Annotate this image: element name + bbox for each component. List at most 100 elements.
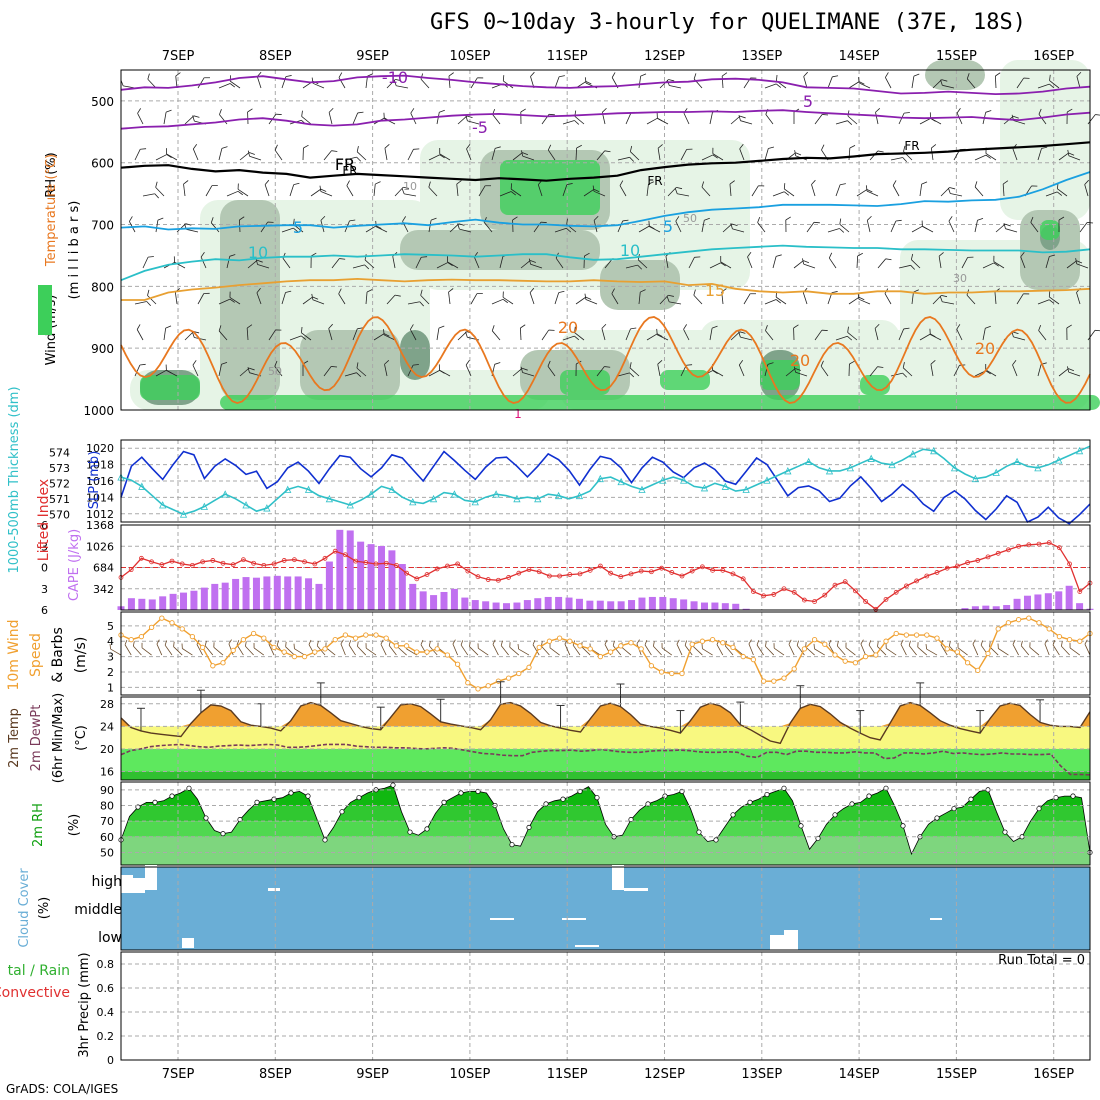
- cape-bar: [1065, 585, 1073, 610]
- wind-barb-shaft: [684, 645, 693, 656]
- wind-barb-shaft: [459, 228, 472, 233]
- thickness-marker: [930, 446, 938, 455]
- wind-barb-shaft: [848, 296, 860, 305]
- wind-barb: [436, 109, 445, 125]
- wind-barb-flag: [1020, 640, 1023, 646]
- wind-barb: [858, 77, 871, 89]
- wind-barb: [1087, 114, 1100, 125]
- wind-barb-flag: [502, 75, 505, 81]
- wind-barb-flag: [229, 83, 236, 88]
- wind-barb-flag: [566, 227, 572, 233]
- wind-barb-flag: [776, 83, 782, 88]
- wind-barb-shaft: [890, 372, 903, 377]
- wind-barb-flag: [460, 640, 464, 646]
- wind-barb: [352, 327, 364, 341]
- cape-bar: [721, 603, 729, 610]
- wind-barb-flag: [592, 185, 595, 192]
- wind-barb-flag: [828, 252, 833, 259]
- slp-line: [120, 450, 1091, 525]
- wind-speed-marker: [791, 666, 797, 672]
- wind-barb-flag: [530, 71, 535, 77]
- wind-barb: [756, 640, 764, 656]
- wind-barb-flag: [661, 642, 663, 648]
- panel-frame: [120, 524, 1091, 611]
- wind-barb-shaft: [585, 299, 598, 305]
- wind-barb: [738, 331, 753, 341]
- wind-barb-flag: [320, 215, 326, 221]
- rh-marker: [832, 812, 838, 818]
- wind-barb-shaft: [919, 118, 931, 125]
- wind-barb: [509, 642, 520, 656]
- li-marker: [638, 568, 644, 574]
- wind-barb-flag: [775, 254, 782, 257]
- wind-barb-shaft: [875, 112, 879, 125]
- wind-barb: [554, 290, 565, 305]
- date-tick-label: 13SEP: [741, 1067, 782, 1082]
- wind-barb-shaft: [239, 367, 250, 377]
- wind-barb-shaft: [537, 184, 543, 197]
- wind-barb: [827, 228, 845, 233]
- wind-barb-flag: [356, 156, 362, 162]
- wind-barb-flag: [420, 289, 423, 296]
- wind-barb: [869, 366, 884, 377]
- wind-barb-shaft: [163, 112, 167, 125]
- thickness-marker: [638, 485, 646, 493]
- wind-speed-marker: [985, 650, 991, 657]
- wind-barb: [541, 329, 555, 341]
- cape-bar: [1055, 591, 1063, 610]
- wind-barb: [617, 372, 635, 378]
- wind-barb: [562, 120, 580, 125]
- wind-barb-shaft: [617, 220, 624, 233]
- wind-barb-shaft: [478, 647, 489, 656]
- wind-speed-marker: [618, 643, 624, 649]
- wind-barb-shaft: [491, 330, 501, 341]
- wind-barb-shaft: [803, 76, 808, 89]
- li-marker: [985, 554, 991, 560]
- li-marker: [189, 562, 195, 568]
- wind-barb-flag: [885, 72, 889, 78]
- wind-barb-shaft: [447, 261, 459, 269]
- wind-barb-shaft: [147, 78, 157, 89]
- wind-barb-shaft: [583, 188, 595, 197]
- wind-barb: [667, 186, 683, 197]
- cape-bar: [232, 578, 240, 610]
- wind-speed-marker: [597, 653, 604, 660]
- wind-barb-flag: [155, 181, 158, 188]
- wind-barb: [989, 641, 999, 656]
- wind-barb-shaft: [1016, 293, 1024, 305]
- isotherm-label: 5: [803, 92, 813, 111]
- wind-barb-flag: [246, 324, 253, 329]
- wind-barb-flag: [977, 217, 984, 221]
- wind-barb-shaft: [237, 188, 249, 197]
- wind-barb: [281, 227, 299, 233]
- wind-barb-flag: [1038, 324, 1042, 331]
- wind-barb-flag: [285, 75, 292, 78]
- wind-barb-flag: [364, 264, 370, 270]
- wind-barb: [554, 227, 572, 233]
- wind-barb: [365, 289, 373, 305]
- date-tick-label: 11SEP: [547, 1067, 588, 1082]
- wind-speed-marker: [505, 675, 512, 681]
- wind-barb: [407, 148, 420, 161]
- wind-barb: [155, 217, 164, 233]
- wind-barb-shaft: [898, 112, 905, 125]
- wind-barb: [456, 180, 462, 197]
- wind-barb: [1067, 149, 1081, 161]
- wind-speed-marker: [1077, 638, 1083, 644]
- wind-barb-flag: [941, 294, 948, 298]
- wind-barb: [449, 223, 465, 233]
- wind-barb-shaft: [898, 264, 911, 269]
- li-marker: [404, 570, 410, 576]
- wind-barb-shaft: [716, 644, 724, 656]
- wind-barb-shaft: [676, 643, 683, 656]
- wind-barb: [1029, 642, 1040, 656]
- wind-barb-shaft: [491, 298, 504, 305]
- wind-barb-shaft: [611, 293, 619, 305]
- cloud-gap: [770, 935, 784, 950]
- wind-barb: [814, 114, 829, 125]
- rh-high-shading: [760, 360, 800, 390]
- wind-barb-flag: [500, 640, 503, 646]
- wind-barb-shaft: [448, 76, 451, 89]
- wind-barb-flag: [301, 110, 303, 117]
- wind-barb-shaft: [465, 364, 472, 377]
